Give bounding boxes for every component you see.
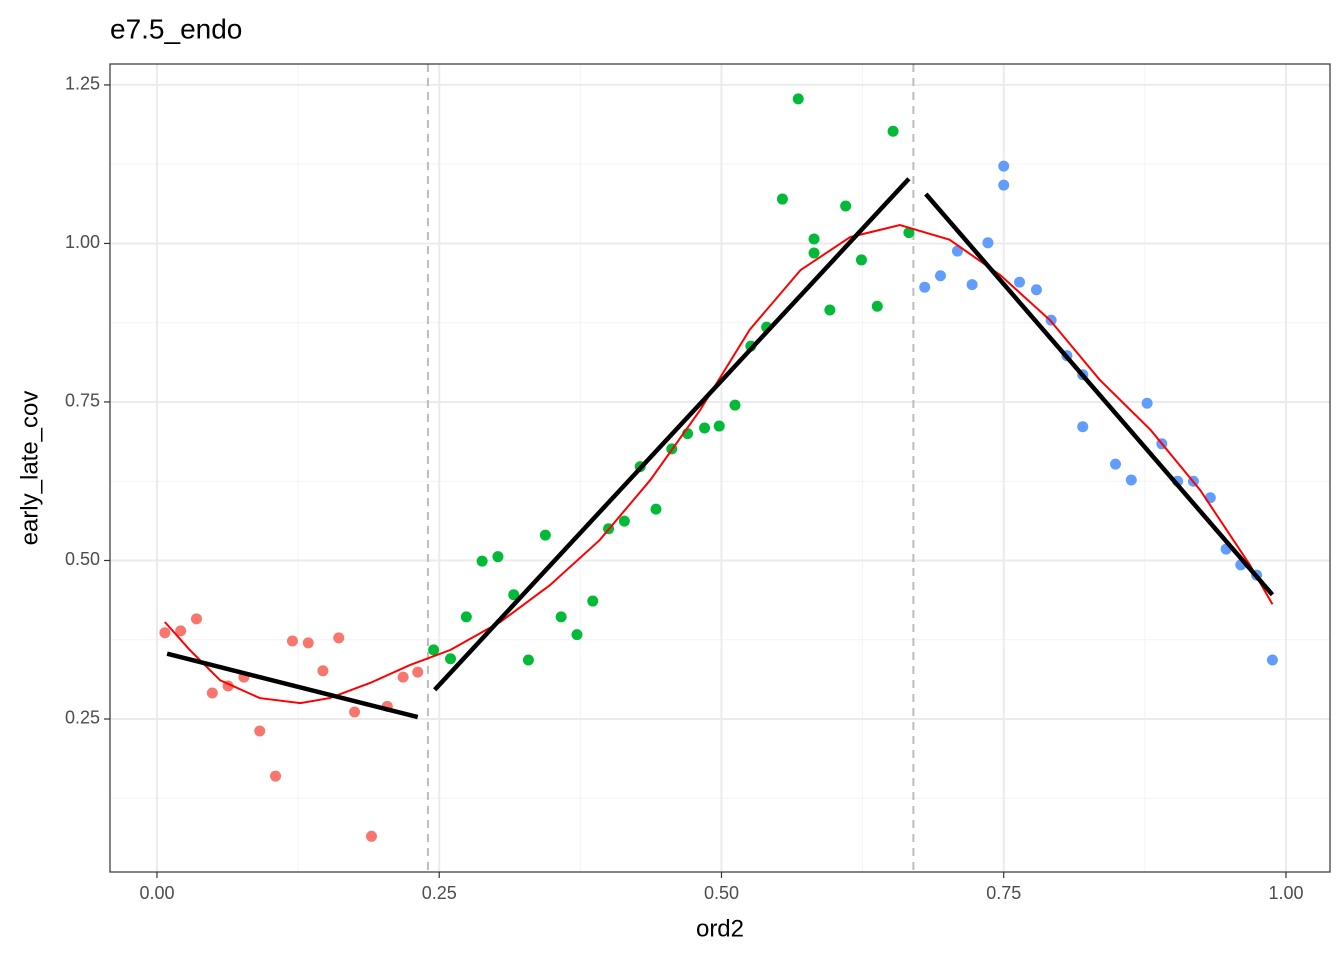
point <box>508 589 520 601</box>
point <box>317 665 329 677</box>
point <box>1030 284 1042 296</box>
point <box>699 422 711 434</box>
point <box>618 515 630 527</box>
point <box>476 555 488 567</box>
x-tick-label: 0.00 <box>139 883 174 903</box>
panel-border <box>109 63 1331 873</box>
fit-segment <box>433 177 911 692</box>
point <box>286 635 298 647</box>
point <box>903 227 915 239</box>
y-tick-label: 0.75 <box>65 391 100 411</box>
point <box>1109 458 1121 470</box>
point <box>919 281 931 293</box>
point <box>587 595 599 607</box>
y-tick-label: 0.50 <box>65 549 100 569</box>
point <box>855 254 867 266</box>
x-tick-label: 1.00 <box>1268 883 1303 903</box>
point <box>175 625 187 637</box>
point <box>1141 397 1153 409</box>
point <box>349 706 361 718</box>
point <box>1266 654 1278 666</box>
point <box>792 93 804 105</box>
y-tick-label: 1.00 <box>65 232 100 252</box>
point <box>1077 421 1089 433</box>
point <box>190 613 202 625</box>
point <box>713 420 725 432</box>
point <box>365 830 377 842</box>
point <box>492 551 504 563</box>
point <box>302 637 314 649</box>
x-tick-label: 0.50 <box>704 883 739 903</box>
point <box>1014 276 1026 288</box>
point <box>522 654 534 666</box>
point <box>412 666 424 678</box>
x-axis-title: ord2 <box>696 915 744 942</box>
point <box>776 193 788 205</box>
point <box>254 725 266 737</box>
point <box>840 200 852 212</box>
point <box>729 399 741 411</box>
point <box>539 529 551 541</box>
chart-title: e7.5_endo <box>110 13 242 44</box>
point <box>333 632 345 644</box>
x-tick-label: 0.75 <box>986 883 1021 903</box>
point <box>397 671 409 683</box>
y-tick-label: 0.25 <box>65 708 100 728</box>
point <box>650 503 662 515</box>
point <box>982 237 994 249</box>
point <box>445 653 457 665</box>
point <box>824 304 836 316</box>
y-tick-label: 1.25 <box>65 74 100 94</box>
point <box>808 247 820 259</box>
point <box>428 644 440 656</box>
y-axis-title: early_late_cov <box>16 391 43 546</box>
point <box>808 233 820 245</box>
point <box>270 770 282 782</box>
point <box>966 279 978 291</box>
point <box>571 629 583 641</box>
point <box>159 627 171 639</box>
point <box>206 687 218 699</box>
point <box>934 270 946 282</box>
point <box>871 300 883 312</box>
point <box>1204 492 1216 504</box>
smooth-curve <box>164 224 1274 705</box>
point <box>887 125 899 137</box>
point <box>555 611 567 623</box>
x-tick-label: 0.25 <box>422 883 457 903</box>
point <box>998 179 1010 191</box>
point <box>998 160 1010 172</box>
point <box>460 611 472 623</box>
fit-segment <box>924 192 1275 597</box>
point <box>1125 474 1137 486</box>
fit-segment <box>166 651 419 720</box>
